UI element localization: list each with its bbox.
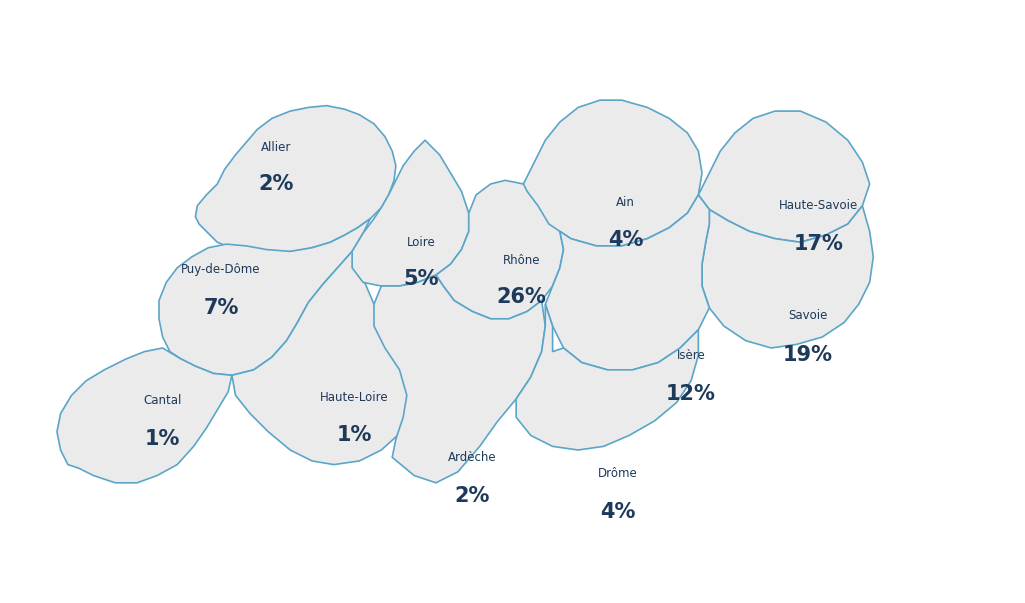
- Text: Allier: Allier: [260, 141, 291, 154]
- Polygon shape: [232, 251, 414, 464]
- Text: 4%: 4%: [601, 502, 636, 522]
- Polygon shape: [517, 305, 698, 450]
- Polygon shape: [698, 111, 869, 242]
- Text: Ain: Ain: [616, 196, 634, 209]
- Text: 1%: 1%: [336, 426, 372, 446]
- Text: Puy-de-Dôme: Puy-de-Dôme: [181, 263, 260, 276]
- Text: Rhône: Rhône: [503, 254, 540, 267]
- Text: 7%: 7%: [203, 298, 239, 318]
- Polygon shape: [353, 140, 468, 286]
- Text: 19%: 19%: [783, 346, 832, 365]
- Text: Drôme: Drôme: [599, 467, 639, 480]
- Polygon shape: [545, 195, 709, 370]
- Text: 5%: 5%: [404, 269, 439, 289]
- Polygon shape: [159, 219, 370, 375]
- Text: 2%: 2%: [258, 174, 293, 194]
- Text: Savoie: Savoie: [788, 309, 827, 321]
- Text: 4%: 4%: [608, 230, 643, 250]
- Text: Cantal: Cantal: [144, 394, 181, 407]
- Text: 17%: 17%: [793, 234, 844, 254]
- Text: Isère: Isère: [676, 349, 705, 362]
- Text: 1%: 1%: [145, 429, 180, 449]
- Polygon shape: [524, 100, 702, 246]
- Polygon shape: [702, 206, 873, 348]
- Polygon shape: [57, 348, 232, 483]
- Polygon shape: [196, 106, 396, 253]
- Polygon shape: [436, 180, 564, 319]
- Text: 12%: 12%: [666, 384, 716, 403]
- Text: Haute-Savoie: Haute-Savoie: [779, 200, 858, 212]
- Text: Ardèche: Ardèche: [448, 451, 497, 464]
- Text: Loire: Loire: [407, 236, 436, 249]
- Text: 2%: 2%: [455, 485, 490, 505]
- Polygon shape: [374, 275, 545, 483]
- Text: Haute-Loire: Haute-Loire: [320, 391, 388, 403]
- Text: 26%: 26%: [497, 287, 546, 307]
